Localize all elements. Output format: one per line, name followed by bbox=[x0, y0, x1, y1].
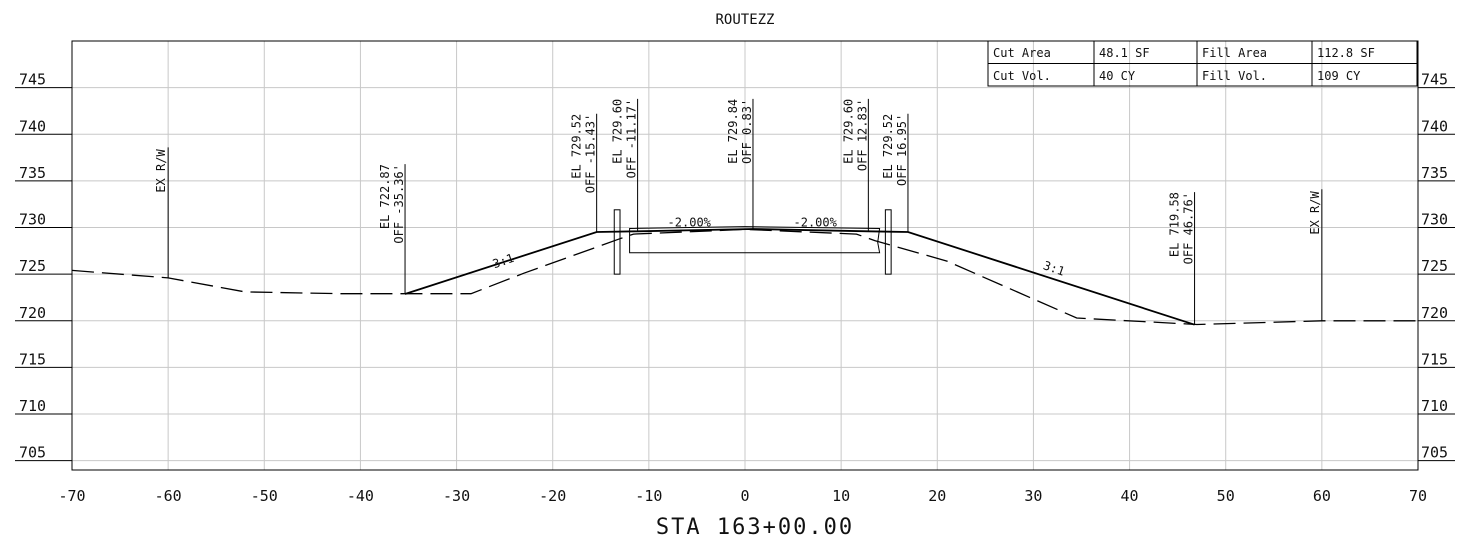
offset-label: -60 bbox=[155, 487, 182, 505]
slope-label: -2.00% bbox=[794, 216, 838, 230]
cut-area-label: Cut Area bbox=[993, 46, 1051, 60]
slope-labels: -2.00% -2.00% 3:1 3:1 bbox=[491, 216, 1067, 279]
elevation-label-left: 725 bbox=[19, 257, 46, 275]
fill-area-value: 112.8 SF bbox=[1317, 46, 1375, 60]
point-elevation-label: EL 729.52 bbox=[881, 114, 895, 179]
elevation-label-left: 735 bbox=[19, 164, 46, 182]
right-of-way-label: EX R/W bbox=[1308, 191, 1322, 235]
point-offset-label: OFF 0.83' bbox=[740, 99, 754, 164]
left-curb bbox=[613, 209, 621, 275]
offset-label: -10 bbox=[635, 487, 662, 505]
offset-label: -30 bbox=[443, 487, 470, 505]
design-profile bbox=[404, 228, 1195, 326]
point-offset-label: OFF 16.95' bbox=[895, 114, 909, 186]
offset-label: 50 bbox=[1217, 487, 1235, 505]
elevation-label-right: 745 bbox=[1421, 71, 1448, 89]
point-offset-label: OFF 12.83' bbox=[855, 99, 869, 171]
offset-label: 40 bbox=[1121, 487, 1139, 505]
right-curb bbox=[884, 209, 892, 275]
offset-label: 10 bbox=[832, 487, 850, 505]
elevation-label-left: 705 bbox=[19, 444, 46, 462]
elevation-label-left: 745 bbox=[19, 71, 46, 89]
fill-area-label: Fill Area bbox=[1202, 46, 1267, 60]
elevation-label-right: 730 bbox=[1421, 211, 1448, 229]
offset-axis: -70 -60 -50 -40 -30 -20 -10 0 10 20 30 40 50 60 70 bbox=[58, 487, 1427, 505]
offset-label: -40 bbox=[347, 487, 374, 505]
point-elevation-label: EL 729.60 bbox=[841, 99, 855, 164]
elevation-label-left: 730 bbox=[19, 211, 46, 229]
offset-label: -70 bbox=[58, 487, 85, 505]
offset-label: -20 bbox=[539, 487, 566, 505]
point-offset-label: OFF -35.36' bbox=[392, 164, 406, 243]
offset-label: 0 bbox=[740, 487, 749, 505]
offset-label: 70 bbox=[1409, 487, 1427, 505]
offset-label: -50 bbox=[251, 487, 278, 505]
point-offset-label: OFF -15.43' bbox=[584, 114, 598, 193]
quantity-table: Cut Area 48.1 SF Fill Area 112.8 SF Cut … bbox=[987, 40, 1418, 87]
offset-label: 60 bbox=[1313, 487, 1331, 505]
elevation-label-left: 720 bbox=[19, 304, 46, 322]
elevation-label-left: 715 bbox=[19, 350, 46, 368]
slope-label: 3:1 bbox=[491, 251, 516, 271]
point-offset-label: OFF 46.76' bbox=[1182, 192, 1196, 264]
point-elevation-label: EL 722.87 bbox=[378, 164, 392, 229]
elevation-label-right: 705 bbox=[1421, 444, 1448, 462]
elevation-label-right: 710 bbox=[1421, 397, 1448, 415]
drawing-title: ROUTEZZ bbox=[715, 12, 774, 28]
offset-label: 30 bbox=[1024, 487, 1042, 505]
plot-frame bbox=[71, 40, 1419, 471]
fill-volume-label: Fill Vol. bbox=[1202, 69, 1267, 83]
existing-ground bbox=[71, 228, 1418, 326]
elevation-label-right: 725 bbox=[1421, 257, 1448, 275]
cut-volume-value: 40 CY bbox=[1099, 69, 1136, 83]
slope-label: -2.00% bbox=[668, 216, 712, 230]
fill-volume-value: 109 CY bbox=[1317, 69, 1361, 83]
elevation-label-left: 710 bbox=[19, 397, 46, 415]
point-labels: EL 722.87 OFF -35.36'EL 729.52 OFF -15.43'… bbox=[378, 98, 1196, 325]
right-of-way-label: EX R/W bbox=[154, 149, 168, 193]
elevation-label-right: 720 bbox=[1421, 304, 1448, 322]
right-of-way-markers: EX R/W EX R/W bbox=[154, 147, 1323, 321]
point-offset-label: OFF -11.17' bbox=[625, 99, 639, 178]
elevation-label-right: 735 bbox=[1421, 164, 1448, 182]
slope-label: 3:1 bbox=[1041, 258, 1066, 278]
offset-label: 20 bbox=[928, 487, 946, 505]
point-elevation-label: EL 729.60 bbox=[611, 99, 625, 164]
elevation-label-right: 740 bbox=[1421, 117, 1448, 135]
station-label: STA 163+00.00 bbox=[656, 515, 854, 540]
elevation-label-right: 715 bbox=[1421, 350, 1448, 368]
elevation-axis: 705 705 710 710 715 715 720 720 725 725 730 730 735 7… bbox=[15, 71, 1455, 462]
point-elevation-label: EL 729.84 bbox=[726, 99, 740, 164]
cut-volume-label: Cut Vol. bbox=[993, 69, 1051, 83]
elevation-label-left: 740 bbox=[19, 117, 46, 135]
pavement-section bbox=[629, 226, 881, 254]
point-elevation-label: EL 729.52 bbox=[570, 114, 584, 179]
point-elevation-label: EL 719.58 bbox=[1168, 192, 1182, 257]
existing-ground-line bbox=[71, 228, 1418, 326]
cut-area-value: 48.1 SF bbox=[1099, 46, 1150, 60]
